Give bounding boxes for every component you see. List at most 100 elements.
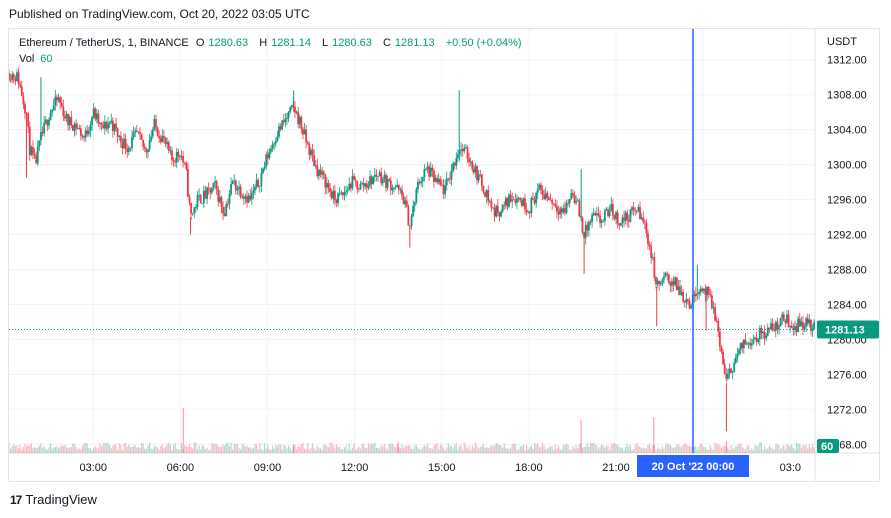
candle-body bbox=[217, 189, 220, 202]
volume-bar bbox=[577, 448, 579, 453]
candle-body bbox=[635, 210, 638, 212]
volume-bar bbox=[126, 446, 128, 453]
volume-bar bbox=[514, 444, 517, 453]
volume-bar bbox=[727, 447, 729, 453]
volume-bar bbox=[476, 445, 478, 453]
candle-body bbox=[177, 151, 180, 156]
volume-bar bbox=[267, 444, 269, 453]
candle-body bbox=[274, 140, 277, 144]
candle-body bbox=[59, 97, 62, 103]
candle-body bbox=[279, 126, 282, 130]
candle-body bbox=[778, 326, 780, 330]
close-key: C bbox=[382, 37, 391, 49]
volume-bar bbox=[642, 447, 644, 453]
volume-value: 60 bbox=[40, 53, 53, 65]
candle-body bbox=[369, 176, 371, 186]
candle-body bbox=[677, 286, 680, 290]
volume-bar bbox=[696, 449, 699, 453]
volume-bar bbox=[358, 446, 360, 453]
published-caption: Published on TradingView.com, Oct 20, 20… bbox=[9, 7, 310, 21]
volume-spike bbox=[182, 408, 184, 453]
candle-body bbox=[233, 180, 236, 182]
candle-body bbox=[24, 104, 26, 114]
candle-body bbox=[468, 158, 470, 163]
candle-body bbox=[16, 72, 18, 82]
candle-body bbox=[720, 346, 723, 352]
candle-body bbox=[92, 108, 95, 118]
candle-body bbox=[659, 282, 662, 285]
candle-body bbox=[798, 318, 801, 327]
candle-body bbox=[599, 215, 601, 223]
candle-body bbox=[54, 96, 57, 106]
candle-body bbox=[209, 189, 212, 193]
volume-bar bbox=[735, 446, 737, 453]
volume-bar bbox=[155, 446, 157, 453]
candle-body bbox=[731, 371, 734, 373]
footer-branding[interactable]: 17 TradingView bbox=[10, 492, 97, 507]
candle-body bbox=[504, 197, 507, 206]
candle-body bbox=[234, 180, 237, 191]
x-tick-label: 12:00 bbox=[341, 462, 369, 474]
volume-bar bbox=[457, 449, 459, 453]
candle-body bbox=[594, 213, 597, 216]
volume-bar bbox=[209, 449, 211, 453]
candle-body bbox=[84, 130, 87, 138]
volume-bar bbox=[778, 445, 780, 453]
volume-bar bbox=[789, 446, 791, 453]
volume-bar bbox=[316, 445, 318, 453]
volume-bar bbox=[49, 443, 52, 453]
candle-body bbox=[333, 190, 336, 201]
volume-bar bbox=[86, 443, 88, 453]
volume-bar bbox=[30, 443, 32, 453]
candle-body bbox=[139, 132, 141, 134]
volume-bar bbox=[311, 443, 314, 453]
low-value: 1280.63 bbox=[332, 37, 372, 49]
volume-bar bbox=[637, 445, 640, 453]
volume-bar bbox=[746, 445, 748, 453]
candle-body bbox=[597, 213, 600, 216]
candlestick-chart[interactable]: 1312.00 1308.00 1304.00 1300.00 1296.00 1292.… bbox=[9, 29, 880, 482]
candle-body bbox=[182, 156, 185, 163]
volume-bar bbox=[33, 447, 36, 453]
volume-tag bbox=[817, 439, 839, 453]
volume-bar bbox=[428, 447, 430, 453]
volume-bar bbox=[781, 447, 783, 453]
candle-body bbox=[776, 321, 779, 330]
tradingview-logo-icon: 17 bbox=[10, 492, 22, 507]
volume-bar bbox=[422, 447, 424, 453]
chart-panel[interactable]: 1312.00 1308.00 1304.00 1300.00 1296.00 1292.… bbox=[8, 28, 880, 482]
volume-bar bbox=[216, 443, 218, 453]
volume-bar bbox=[337, 446, 339, 453]
volume-bar bbox=[414, 445, 416, 453]
volume-bar bbox=[666, 443, 668, 453]
candle-body bbox=[698, 292, 701, 294]
volume-bar bbox=[246, 445, 248, 453]
candle-body bbox=[602, 220, 605, 222]
volume-bar bbox=[756, 445, 758, 453]
volume-bar bbox=[81, 445, 84, 453]
candle-body bbox=[626, 212, 629, 221]
candle-body bbox=[215, 181, 218, 190]
candle-body bbox=[148, 140, 151, 150]
symbol-label[interactable]: Ethereum / TetherUS, 1, BINANCE bbox=[19, 37, 189, 49]
volume-bar bbox=[612, 443, 614, 453]
candle-body bbox=[695, 293, 697, 297]
candle-body bbox=[586, 224, 589, 231]
candle-body bbox=[643, 221, 646, 223]
candle-body bbox=[345, 191, 347, 193]
volume-bar bbox=[83, 443, 85, 453]
volume-bar bbox=[698, 445, 700, 453]
volume-bar bbox=[228, 446, 231, 453]
volume-bar bbox=[510, 447, 512, 453]
volume-bar bbox=[56, 446, 58, 453]
volume-bar bbox=[567, 444, 569, 453]
candle-body bbox=[733, 362, 736, 372]
volume-bar bbox=[171, 449, 173, 453]
volume-bar bbox=[754, 445, 756, 453]
candle-body bbox=[532, 197, 534, 200]
volume-bar bbox=[503, 443, 505, 453]
candle-body bbox=[48, 119, 50, 126]
volume-bar bbox=[722, 446, 724, 453]
candle-body bbox=[560, 208, 563, 213]
volume-bar bbox=[687, 445, 689, 453]
